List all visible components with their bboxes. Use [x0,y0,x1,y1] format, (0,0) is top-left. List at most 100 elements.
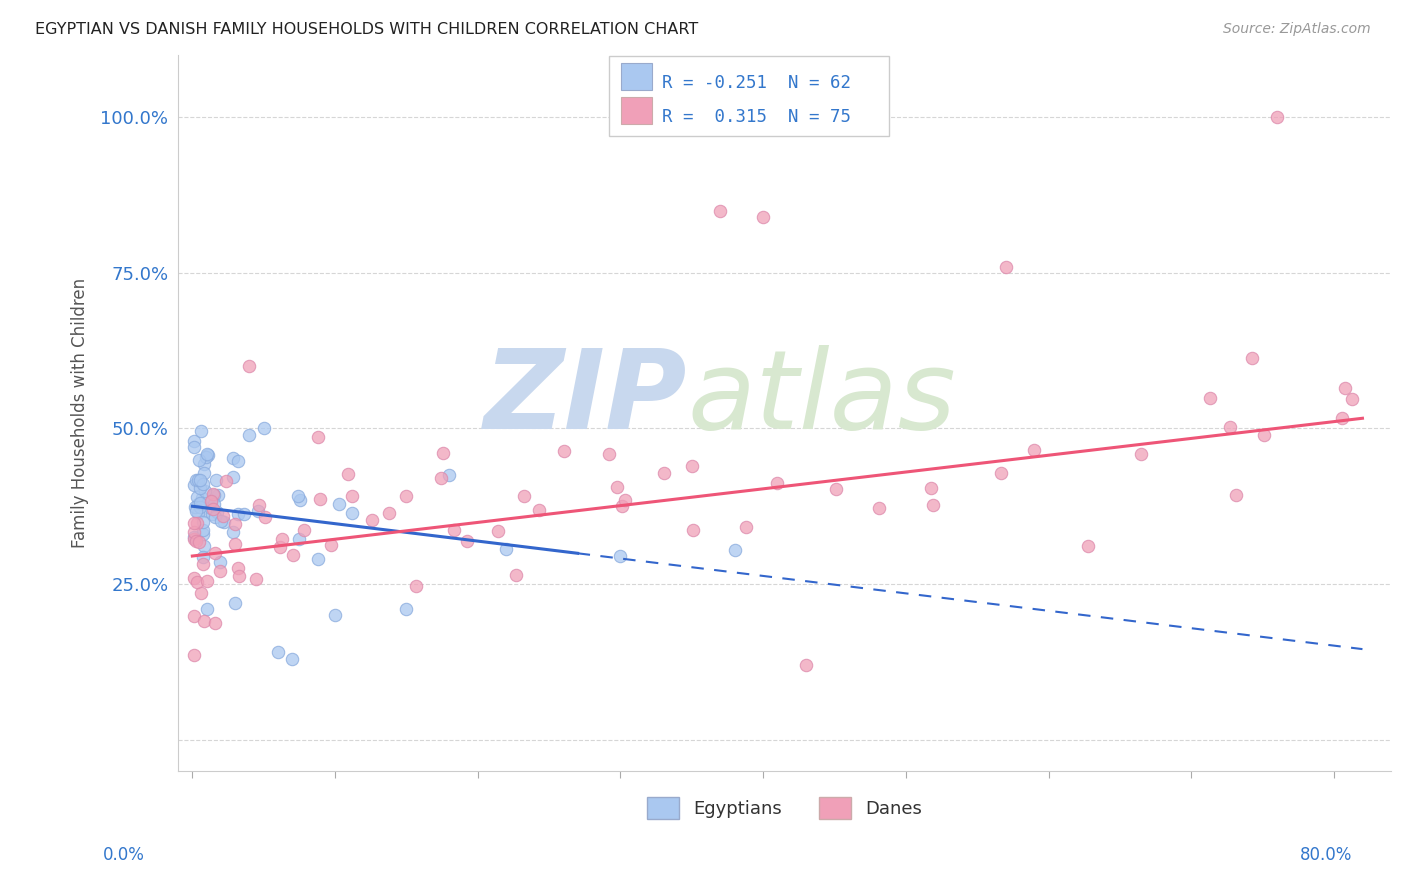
Point [288,493,311,508]
Point [193,615,215,629]
Point [868,501,890,516]
Point [1253,428,1275,442]
Point [187,497,209,511]
Text: R =  0.315  N = 75: R = 0.315 N = 75 [662,108,851,126]
Point [340,489,363,503]
Point [222,525,245,540]
Point [184,504,207,518]
Point [202,502,225,516]
Point [212,509,235,524]
Point [723,542,745,557]
Point [281,548,304,562]
Point [267,645,290,659]
Point [253,509,276,524]
Point [495,541,517,556]
Point [188,473,211,487]
Point [183,609,205,624]
Point [652,466,675,480]
Point [405,579,427,593]
Point [200,495,222,509]
Point [681,458,703,473]
Point [224,536,246,550]
Point [1240,351,1263,365]
Point [598,446,620,460]
Point [709,203,731,218]
Point [183,516,205,531]
Point [395,489,418,503]
Point [226,508,249,522]
Point [194,484,217,499]
Point [191,526,214,541]
Point [183,434,205,448]
Point [766,476,789,491]
Point [195,602,218,616]
Point [201,507,224,521]
Point [222,470,245,484]
Point [191,477,214,491]
Point [253,421,276,435]
Point [191,491,214,505]
Point [735,520,758,534]
Point [183,525,205,540]
Point [193,523,215,537]
Point [294,523,316,537]
Point [186,473,208,487]
Point [188,496,211,510]
Point [191,515,214,529]
Point [224,596,246,610]
Point [183,648,205,662]
Point [249,498,271,512]
Point [228,569,250,583]
Point [187,506,209,520]
Point [269,540,291,554]
Point [432,446,454,460]
Point [194,450,217,464]
Point [437,467,460,482]
Point [238,359,260,374]
Point [395,602,418,616]
Point [183,530,205,544]
Point [319,538,342,552]
Point [232,508,254,522]
Point [197,448,219,462]
Text: 80.0%: 80.0% [1301,846,1353,863]
Point [186,574,208,589]
Point [184,534,207,549]
Point [1265,111,1288,125]
Point [328,497,350,511]
Text: EGYPTIAN VS DANISH FAMILY HOUSEHOLDS WITH CHILDREN CORRELATION CHART: EGYPTIAN VS DANISH FAMILY HOUSEHOLDS WIT… [35,22,699,37]
Point [187,453,209,467]
Point [184,500,207,514]
Point [486,524,509,538]
Point [195,447,218,461]
Point [609,549,631,563]
Point [186,516,208,530]
Point [190,497,212,511]
Point [443,523,465,537]
Text: 0.0%: 0.0% [103,846,145,863]
Point [200,494,222,508]
Point [224,516,246,531]
Point [1022,443,1045,458]
Point [1341,392,1364,407]
Point [505,567,527,582]
Point [307,430,329,444]
Point [323,608,346,623]
Point [1219,419,1241,434]
Point [186,531,208,545]
Point [920,481,942,495]
Point [190,586,212,600]
Point [193,539,215,553]
Point [226,453,249,467]
Point [190,424,212,438]
Point [430,471,453,485]
Text: atlas: atlas [688,345,956,452]
Point [336,467,359,482]
Point [287,489,309,503]
Point [207,488,229,502]
Point [202,497,225,511]
Point [794,657,817,672]
Point [553,444,575,458]
Point [1077,540,1099,554]
Point [990,466,1012,480]
